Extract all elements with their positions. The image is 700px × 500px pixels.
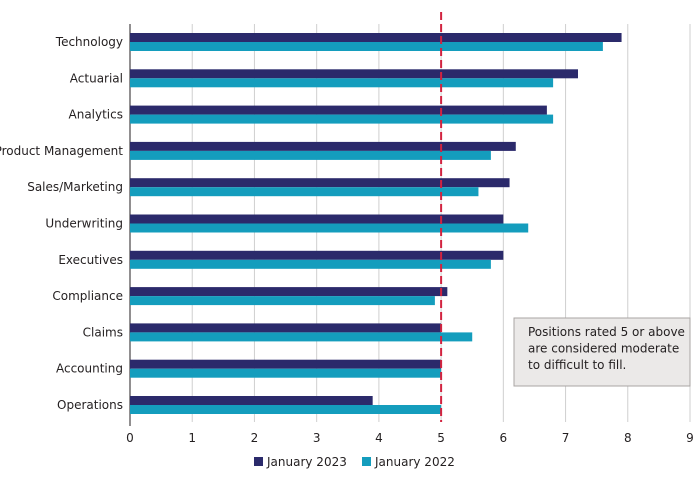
category-label: Analytics <box>69 108 124 122</box>
x-tick-label: 8 <box>624 431 632 445</box>
category-label: Accounting <box>56 362 123 376</box>
x-tick-label: 6 <box>500 431 508 445</box>
x-tick-label: 5 <box>437 431 445 445</box>
bar-jan-2022 <box>130 42 603 51</box>
bar-jan-2023 <box>130 178 510 188</box>
bar-jan-2023 <box>130 323 442 333</box>
x-tick-label: 3 <box>313 431 321 445</box>
annotation-text-line: Positions rated 5 or above <box>528 325 685 339</box>
category-label: Claims <box>83 325 123 339</box>
bar-jan-2022 <box>130 296 435 306</box>
category-label: Compliance <box>52 289 123 303</box>
bar-jan-2022 <box>130 223 529 233</box>
x-tick-label: 4 <box>375 431 383 445</box>
x-tick-label: 7 <box>562 431 570 445</box>
x-axis-ticks: 0 1 2 3 4 5 6 7 8 9 <box>126 431 694 445</box>
bar-jan-2023 <box>130 250 504 260</box>
bar-jan-2022 <box>130 405 442 414</box>
annotation-text-line: to difficult to fill. <box>528 358 626 372</box>
bar-jan-2023 <box>130 105 547 115</box>
annotation-background <box>513 317 691 387</box>
bar-jan-2023 <box>130 287 448 297</box>
bar-jan-2023 <box>130 396 373 405</box>
bar-jan-2023 <box>130 141 516 151</box>
legend-swatch-jan-2022 <box>362 457 371 466</box>
legend: January 2023 January 2022 <box>254 455 455 469</box>
category-label: Operations <box>57 398 123 412</box>
bar-jan-2023 <box>130 214 504 224</box>
category-label: Technology <box>55 35 123 49</box>
category-label: Underwriting <box>45 217 123 231</box>
bar-jan-2022 <box>130 187 479 197</box>
x-tick-label: 9 <box>686 431 694 445</box>
bar-jan-2022 <box>130 114 554 124</box>
bar-jan-2023 <box>130 33 622 42</box>
category-label: Executives <box>58 253 123 267</box>
category-label: Product Management <box>0 144 123 158</box>
legend-swatch-jan-2023 <box>254 457 263 466</box>
x-tick-label: 0 <box>126 431 134 445</box>
legend-label-jan-2023: January 2023 <box>266 455 347 469</box>
bar-jan-2022 <box>130 78 554 88</box>
bar-jan-2023 <box>130 359 442 369</box>
bar-jan-2022 <box>130 150 491 160</box>
bar-jan-2023 <box>130 69 578 79</box>
legend-label-jan-2022: January 2022 <box>374 455 455 469</box>
bar-jan-2022 <box>130 259 491 269</box>
annotation-text-line: are considered moderate <box>528 342 679 356</box>
category-labels: Technology Actuarial Analytics Product Mana… <box>0 35 123 412</box>
x-tick-label: 2 <box>251 431 259 445</box>
bar-jan-2022 <box>130 368 442 378</box>
category-label: Actuarial <box>70 71 123 85</box>
x-tick-label: 1 <box>188 431 196 445</box>
annotation-box: Positions rated 5 or above are considered… <box>513 317 691 387</box>
category-label: Sales/Marketing <box>27 180 123 194</box>
bars <box>130 33 622 414</box>
bar-jan-2022 <box>130 332 473 342</box>
